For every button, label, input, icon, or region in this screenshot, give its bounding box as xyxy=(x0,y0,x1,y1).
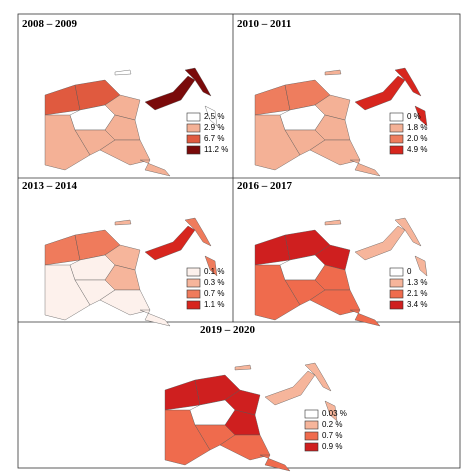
region xyxy=(394,217,422,247)
legend-label: 2.9 % xyxy=(204,123,224,132)
legend-label: 2.5 % xyxy=(204,112,224,121)
region xyxy=(144,75,196,111)
legend-label: 6.7 % xyxy=(204,134,224,143)
legend-label: 0.3 % xyxy=(204,278,224,287)
region xyxy=(354,225,406,261)
region xyxy=(99,139,151,166)
region xyxy=(354,75,406,111)
legend-swatch xyxy=(389,123,404,133)
legend-swatch xyxy=(389,112,404,122)
region xyxy=(309,139,361,166)
region xyxy=(349,309,381,327)
legend-label: 0.7 % xyxy=(322,431,342,440)
legend-swatch xyxy=(186,289,201,299)
legend-label: 1.8 % xyxy=(407,123,427,132)
region xyxy=(264,370,316,406)
panel-title: 2008 – 2009 xyxy=(22,18,78,30)
panel-title: 2016 – 2017 xyxy=(237,180,293,192)
legend-swatch xyxy=(389,145,404,155)
region xyxy=(324,219,342,226)
region xyxy=(204,255,218,277)
legend-label: 2.0 % xyxy=(407,134,427,143)
region xyxy=(349,159,381,177)
region xyxy=(324,400,338,422)
region xyxy=(324,69,342,76)
region xyxy=(44,84,81,116)
region xyxy=(99,289,151,316)
region xyxy=(114,219,132,226)
legend-swatch xyxy=(304,442,319,452)
panel-title: 2019 – 2020 xyxy=(200,324,256,336)
legend-label: 3.4 % xyxy=(407,300,427,309)
legend-label: 4.9 % xyxy=(407,145,427,154)
legend-label: 2.1 % xyxy=(407,289,427,298)
legend-swatch xyxy=(186,278,201,288)
region xyxy=(204,105,218,127)
region xyxy=(414,105,428,127)
region xyxy=(394,67,422,97)
region xyxy=(144,225,196,261)
legend-swatch xyxy=(186,145,201,155)
legend-swatch xyxy=(186,300,201,310)
legend-label: 0.1 % xyxy=(204,267,224,276)
region xyxy=(139,309,171,327)
legend-swatch xyxy=(186,112,201,122)
legend-label: 11.2 % xyxy=(204,145,228,154)
legend-label: 1.1 % xyxy=(204,300,224,309)
legend-swatch xyxy=(389,267,404,277)
legend-swatch xyxy=(304,409,319,419)
frame xyxy=(17,13,461,469)
legend-swatch xyxy=(304,431,319,441)
legend-label: 1.3 % xyxy=(407,278,427,287)
region xyxy=(219,434,271,461)
region xyxy=(114,69,132,76)
region xyxy=(309,289,361,316)
region xyxy=(254,234,291,266)
legend-swatch xyxy=(186,134,201,144)
region xyxy=(259,454,291,472)
legend-swatch xyxy=(186,123,201,133)
panel-title: 2013 – 2014 xyxy=(22,180,78,192)
legend-swatch xyxy=(389,289,404,299)
region xyxy=(44,234,81,266)
panel-title: 2010 – 2011 xyxy=(237,18,291,30)
region xyxy=(139,159,171,177)
legend-swatch xyxy=(389,134,404,144)
region xyxy=(234,364,252,371)
legend-swatch xyxy=(389,300,404,310)
legend-label: 0 xyxy=(407,267,412,276)
legend-label: 0.2 % xyxy=(322,420,342,429)
region xyxy=(184,217,212,247)
legend-swatch xyxy=(304,420,319,430)
legend-label: 0 % xyxy=(407,112,421,121)
region xyxy=(184,67,212,97)
legend-swatch xyxy=(186,267,201,277)
legend-label: 0.7 % xyxy=(204,289,224,298)
region xyxy=(304,362,332,392)
region xyxy=(254,84,291,116)
legend-label: 0.03 % xyxy=(322,409,347,418)
region xyxy=(164,379,201,411)
legend-swatch xyxy=(389,278,404,288)
region xyxy=(414,255,428,277)
legend-label: 0.9 % xyxy=(322,442,342,451)
